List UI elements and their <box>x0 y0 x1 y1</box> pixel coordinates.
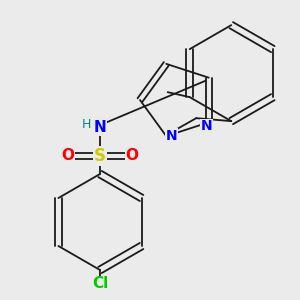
Text: O: O <box>125 148 139 164</box>
Text: N: N <box>165 129 177 143</box>
Text: N: N <box>201 119 213 133</box>
Text: H: H <box>81 118 91 130</box>
Text: N: N <box>94 121 106 136</box>
Text: Cl: Cl <box>92 277 108 292</box>
Text: O: O <box>61 148 74 164</box>
Text: S: S <box>94 147 106 165</box>
